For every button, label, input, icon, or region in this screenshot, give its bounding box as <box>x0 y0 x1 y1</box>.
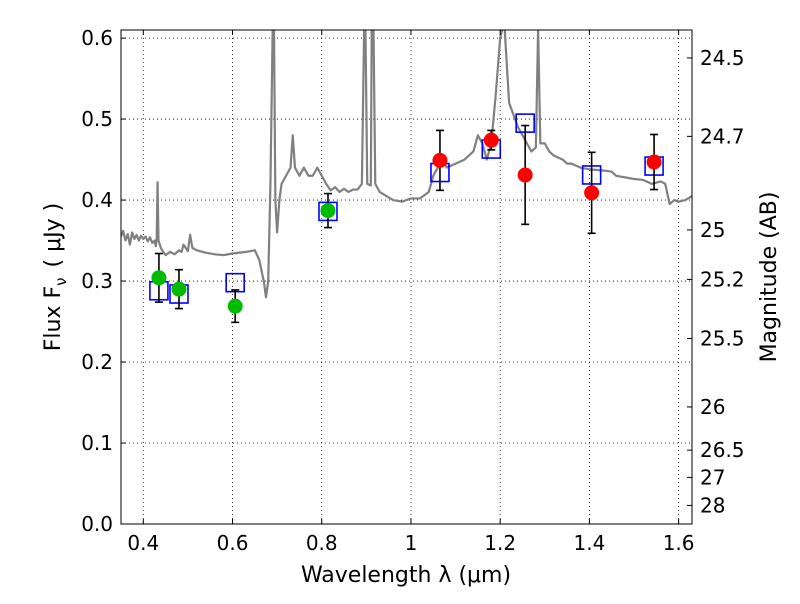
y-tick-label: 0.3 <box>81 269 113 293</box>
y-tick-label: 0.0 <box>81 512 113 536</box>
series-layer <box>121 30 692 324</box>
x-tick-label: 1 <box>405 531 418 555</box>
y-tick-label: 0.1 <box>81 431 113 455</box>
x-tick-label: 1.4 <box>573 531 605 555</box>
x-tick-label: 0.8 <box>306 531 338 555</box>
y2-tick-label: 26 <box>700 395 725 419</box>
y2-axis-label: Magnitude (AB) <box>757 192 782 363</box>
spectrum-line <box>121 30 692 299</box>
ticks: 0.4 0.6 0.8 1 1.2 1.4 1.6 0.0 0.1 0.2 0.3 0.4 0.5 0.6… <box>81 26 744 555</box>
y2-tick-label: 26.5 <box>700 438 745 462</box>
y2-tick-label: 25 <box>700 218 725 242</box>
y2-tick-label: 25.5 <box>700 326 745 350</box>
y2-tick-label: 28 <box>700 493 725 517</box>
y2-tick-label: 25.2 <box>700 267 745 291</box>
plot-frame <box>120 29 693 525</box>
y-axis-label-main: Flux F <box>41 286 66 351</box>
y-tick-label: 0.2 <box>81 350 113 374</box>
data-point <box>517 167 533 183</box>
y2-tick-label: 24.7 <box>700 124 745 148</box>
y-tick-label: 0.5 <box>81 107 113 131</box>
data-point <box>151 270 167 286</box>
data-point <box>320 203 336 219</box>
x-axis-label: Wavelength λ (μm) <box>301 563 511 588</box>
y-tick-label: 0.4 <box>81 188 113 212</box>
y-axis-label: Flux Fν ( μJy ) <box>41 203 70 351</box>
y-axis-label-unit: ( μJy ) <box>41 203 66 268</box>
data-point <box>646 154 662 170</box>
plot-background <box>121 30 692 524</box>
data-point <box>584 185 600 201</box>
data-point <box>432 152 448 168</box>
data-point <box>171 281 187 297</box>
y2-tick-label: 24.5 <box>700 46 745 70</box>
data-point <box>227 298 243 314</box>
x-tick-label: 1.6 <box>663 531 695 555</box>
y-axis-label-subscript: ν <box>52 277 70 285</box>
x-tick-label: 0.4 <box>127 531 159 555</box>
y2-tick-label: 27 <box>700 465 725 489</box>
x-tick-label: 1.2 <box>484 531 516 555</box>
y-tick-label: 0.6 <box>81 26 113 50</box>
data-point <box>483 132 499 148</box>
x-tick-label: 0.6 <box>217 531 249 555</box>
